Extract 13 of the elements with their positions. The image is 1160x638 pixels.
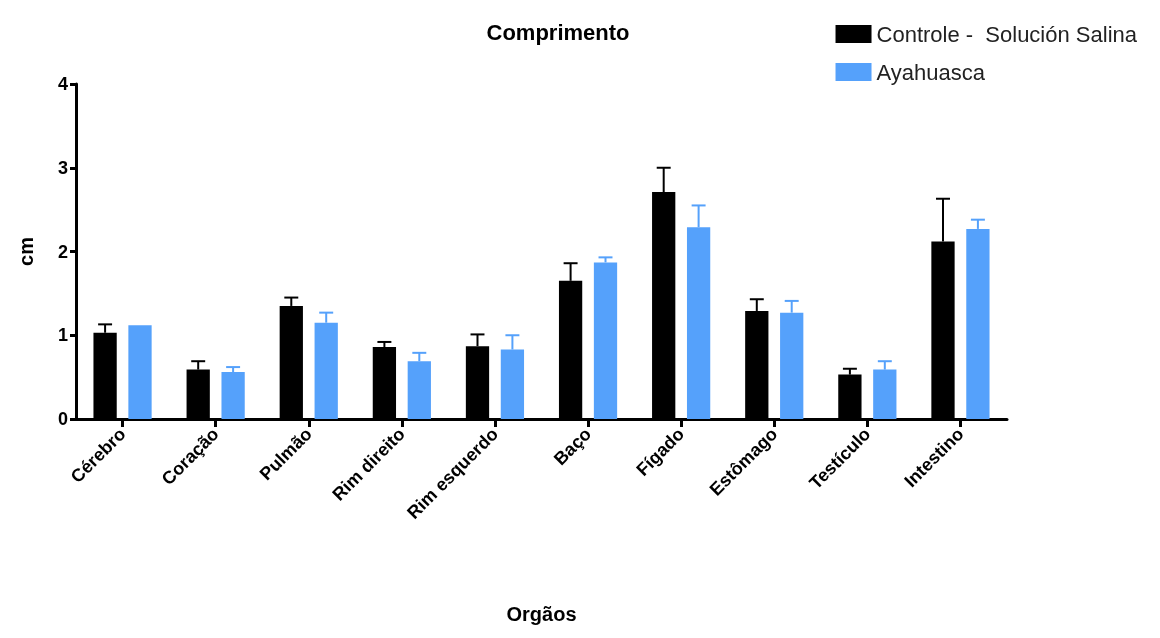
chart-title: Comprimento — [486, 19, 630, 45]
legend-label: Ayahuasca — [876, 59, 986, 85]
y-tick-label: 0 — [57, 409, 68, 429]
y-tick-label: 4 — [57, 74, 68, 94]
bar — [128, 325, 152, 419]
y-tick-label: 2 — [57, 241, 68, 262]
y-tick-label: 3 — [57, 157, 68, 178]
legend-label: Controle - Solución Salina — [876, 21, 1138, 47]
y-axis-title: cm — [15, 237, 37, 266]
y-tick-label: 1 — [57, 325, 68, 346]
bar — [593, 262, 618, 419]
bar — [221, 372, 245, 419]
x-axis-title: Orgãos — [506, 603, 577, 625]
